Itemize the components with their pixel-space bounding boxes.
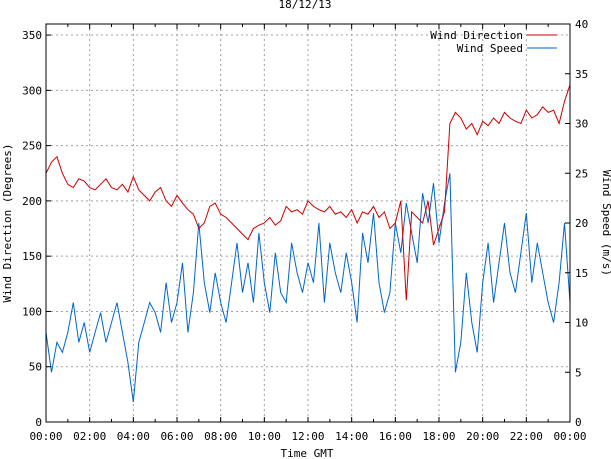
y-left-tick-label: 200: [22, 195, 42, 208]
legend-label-wind-direction: Wind Direction: [430, 29, 523, 42]
x-tick-label: 06:00: [160, 430, 193, 443]
y-left-tick-label: 250: [22, 140, 42, 153]
y-right-tick-label: 5: [575, 366, 582, 379]
y-right-axis-ticks: 0 5 10 15 20 25 30 35 40: [565, 18, 588, 429]
chart-title: 18/12/13: [279, 0, 332, 11]
y-left-axis-ticks: 0 50 100 150 200 250 300 350: [22, 29, 51, 429]
x-tick-label: 14:00: [335, 430, 368, 443]
y-left-tick-label: 150: [22, 250, 42, 263]
x-tick-label: 18:00: [422, 430, 455, 443]
x-tick-label: 04:00: [117, 430, 150, 443]
x-tick-label: 00:00: [553, 430, 586, 443]
y-right-tick-label: 15: [575, 267, 588, 280]
y-right-tick-label: 10: [575, 317, 588, 330]
y-left-tick-label: 300: [22, 84, 42, 97]
y-left-tick-label: 0: [35, 416, 42, 429]
plot-frame: [45, 23, 571, 423]
y-right-tick-label: 35: [575, 68, 588, 81]
y-left-tick-label: 50: [29, 361, 42, 374]
grid: [46, 24, 570, 422]
y-left-tick-label: 350: [22, 29, 42, 42]
x-tick-label: 02:00: [73, 430, 106, 443]
x-axis-ticks: 00:00 02:00 04:00 06:00 08:00 10:00 12:00 14:00…: [29, 24, 587, 443]
series-layer: [45, 84, 571, 403]
series-line-wind-speed: [45, 173, 571, 403]
x-tick-label: 20:00: [466, 430, 499, 443]
y-right-tick-label: 20: [575, 217, 588, 230]
legend-label-wind-speed: Wind Speed: [457, 42, 523, 55]
x-tick-label: 22:00: [510, 430, 543, 443]
y-right-axis-label: Wind Speed (m/s): [600, 170, 611, 276]
y-right-tick-label: 30: [575, 118, 588, 131]
y-left-tick-label: 100: [22, 305, 42, 318]
x-axis-label: Time GMT: [281, 447, 334, 459]
x-tick-label: 16:00: [379, 430, 412, 443]
x-tick-label: 10:00: [248, 430, 281, 443]
y-right-tick-label: 0: [575, 416, 582, 429]
series-line-wind-direction: [45, 84, 571, 301]
x-tick-label: 12:00: [291, 430, 324, 443]
y-right-tick-label: 40: [575, 18, 588, 31]
y-left-axis-label: Wind Direction (Degrees): [1, 144, 14, 303]
x-tick-label: 08:00: [204, 430, 237, 443]
y-right-tick-label: 25: [575, 167, 588, 180]
x-tick-label: 00:00: [29, 430, 62, 443]
